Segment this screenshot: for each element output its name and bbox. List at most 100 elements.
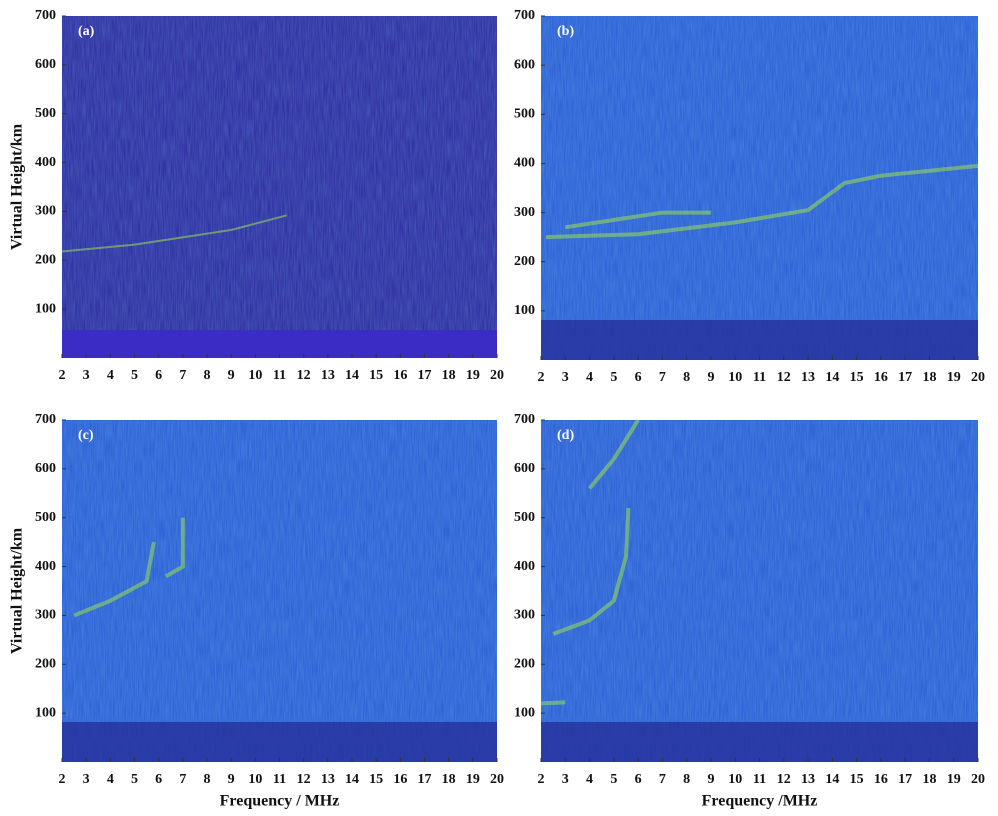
panel-label: (b) bbox=[557, 24, 574, 39]
x-tick-label: 16 bbox=[393, 368, 407, 383]
x-tick-label: 10 bbox=[248, 368, 262, 383]
x-tick-label: 4 bbox=[107, 772, 114, 787]
x-tick-label: 13 bbox=[321, 368, 335, 383]
y-tick-label: 700 bbox=[35, 412, 56, 427]
panel-label: (c) bbox=[78, 428, 94, 443]
y-tick-label: 300 bbox=[35, 204, 56, 219]
y-axis-label: Virtual Height/km bbox=[9, 527, 26, 654]
x-axis-label: Frequency / MHz bbox=[220, 793, 340, 810]
y-tick-label: 100 bbox=[35, 705, 56, 720]
x-tick-label: 2 bbox=[538, 772, 545, 787]
y-tick-label: 500 bbox=[514, 510, 535, 525]
x-tick-label: 8 bbox=[683, 772, 690, 787]
x-tick-label: 11 bbox=[753, 772, 766, 787]
low-band bbox=[62, 722, 497, 762]
y-tick-label: 700 bbox=[514, 8, 535, 23]
x-tick-label: 9 bbox=[228, 368, 235, 383]
x-tick-label: 10 bbox=[728, 772, 742, 787]
x-tick-label: 3 bbox=[83, 772, 90, 787]
y-tick-label: 200 bbox=[35, 253, 56, 268]
x-tick-label: 6 bbox=[155, 368, 162, 383]
x-tick-label: 11 bbox=[753, 370, 766, 385]
echo-trace bbox=[164, 517, 185, 579]
plot-noise bbox=[62, 420, 497, 762]
x-tick-label: 11 bbox=[273, 368, 286, 383]
y-tick-label: 200 bbox=[514, 657, 535, 672]
x-tick-label: 17 bbox=[898, 772, 912, 787]
y-tick-label: 600 bbox=[514, 461, 535, 476]
x-tick-label: 20 bbox=[490, 368, 504, 383]
echo-trace bbox=[588, 418, 640, 490]
echo-trace bbox=[73, 541, 156, 618]
x-tick-label: 12 bbox=[297, 772, 311, 787]
x-tick-label: 15 bbox=[369, 368, 383, 383]
echo-trace bbox=[564, 210, 711, 230]
x-tick-label: 7 bbox=[659, 772, 666, 787]
x-tick-label: 5 bbox=[610, 370, 617, 385]
y-tick-label: 100 bbox=[35, 301, 56, 316]
x-tick-label: 8 bbox=[204, 368, 211, 383]
echo-trace bbox=[61, 214, 288, 253]
x-tick-label: 17 bbox=[898, 370, 912, 385]
x-tick-label: 18 bbox=[442, 368, 456, 383]
y-axis-label: Virtual Height/km bbox=[9, 123, 26, 250]
x-tick-label: 12 bbox=[777, 370, 791, 385]
x-tick-label: 15 bbox=[369, 772, 383, 787]
x-tick-label: 19 bbox=[947, 370, 961, 385]
x-tick-label: 5 bbox=[131, 772, 138, 787]
plot-noise bbox=[541, 420, 978, 762]
x-tick-label: 2 bbox=[59, 772, 66, 787]
x-tick-label: 16 bbox=[393, 772, 407, 787]
y-tick-label: 400 bbox=[514, 559, 535, 574]
plot-noise bbox=[541, 16, 978, 360]
x-axis-label: Frequency /MHz bbox=[702, 793, 818, 810]
x-tick-label: 10 bbox=[728, 370, 742, 385]
panel-label: (a) bbox=[78, 24, 95, 39]
low-band bbox=[541, 722, 978, 762]
x-tick-label: 16 bbox=[874, 370, 888, 385]
y-tick-label: 700 bbox=[514, 412, 535, 427]
x-tick-label: 14 bbox=[825, 772, 839, 787]
y-tick-label: 500 bbox=[35, 106, 56, 121]
y-tick-label: 600 bbox=[514, 57, 535, 72]
y-tick-label: 700 bbox=[35, 8, 56, 23]
x-tick-label: 20 bbox=[971, 370, 985, 385]
x-tick-label: 18 bbox=[922, 370, 936, 385]
x-tick-label: 2 bbox=[538, 370, 545, 385]
x-tick-label: 7 bbox=[179, 368, 186, 383]
x-tick-label: 19 bbox=[947, 772, 961, 787]
x-tick-label: 6 bbox=[635, 370, 642, 385]
y-tick-label: 400 bbox=[35, 559, 56, 574]
x-tick-label: 12 bbox=[777, 772, 791, 787]
y-tick-label: 300 bbox=[35, 608, 56, 623]
y-tick-label: 500 bbox=[35, 510, 56, 525]
x-tick-label: 9 bbox=[228, 772, 235, 787]
x-tick-label: 6 bbox=[635, 772, 642, 787]
y-tick-label: 600 bbox=[35, 57, 56, 72]
x-tick-label: 18 bbox=[922, 772, 936, 787]
x-tick-label: 8 bbox=[683, 370, 690, 385]
x-tick-label: 14 bbox=[345, 368, 359, 383]
echo-trace bbox=[540, 700, 566, 706]
y-tick-label: 400 bbox=[514, 156, 535, 171]
x-tick-label: 4 bbox=[586, 370, 593, 385]
echo-trace bbox=[545, 163, 979, 240]
x-tick-label: 4 bbox=[586, 772, 593, 787]
x-tick-label: 3 bbox=[562, 370, 569, 385]
x-tick-label: 9 bbox=[707, 370, 714, 385]
echo-trace bbox=[552, 507, 631, 636]
y-tick-label: 100 bbox=[514, 705, 535, 720]
x-tick-label: 7 bbox=[179, 772, 186, 787]
x-tick-label: 10 bbox=[248, 772, 262, 787]
y-tick-label: 100 bbox=[514, 303, 535, 318]
x-tick-label: 15 bbox=[850, 370, 864, 385]
x-tick-label: 3 bbox=[83, 368, 90, 383]
x-tick-label: 20 bbox=[490, 772, 504, 787]
x-tick-label: 19 bbox=[466, 368, 480, 383]
plot-noise bbox=[62, 16, 497, 358]
y-tick-label: 400 bbox=[35, 155, 56, 170]
x-tick-label: 12 bbox=[297, 368, 311, 383]
x-tick-label: 14 bbox=[825, 370, 839, 385]
y-tick-label: 200 bbox=[35, 657, 56, 672]
